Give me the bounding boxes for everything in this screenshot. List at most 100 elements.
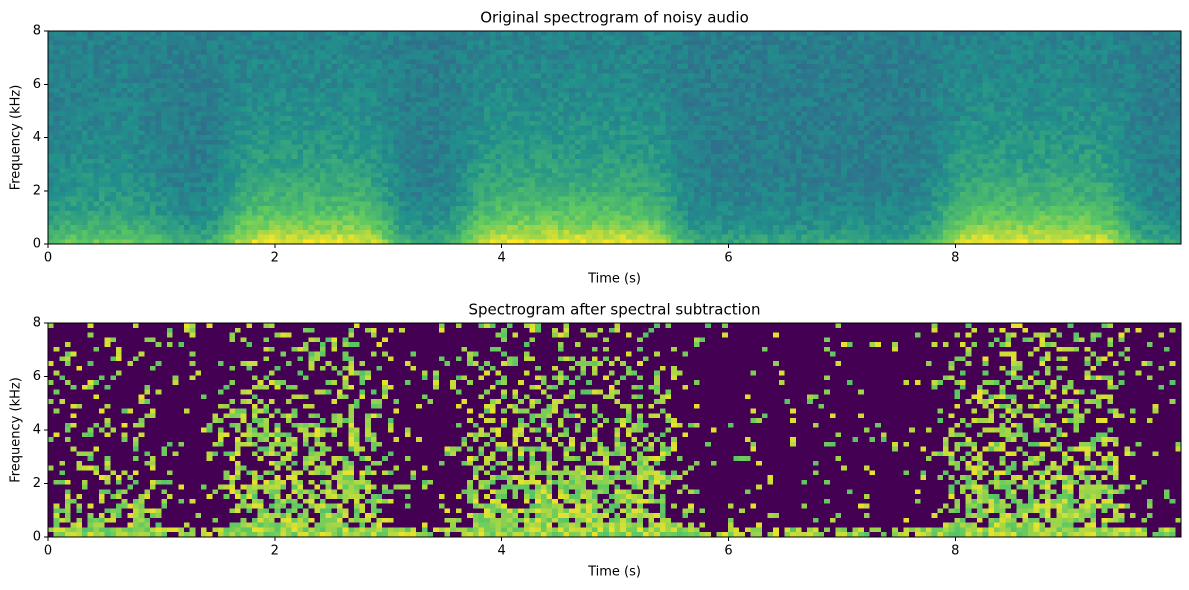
spectrogram-cell (309, 59, 315, 64)
spectrogram-cell (320, 197, 326, 202)
spectrogram-cell (320, 78, 326, 83)
spectrogram-cell (122, 55, 128, 60)
spectrogram-cell (173, 159, 179, 164)
spectrogram-cell (54, 220, 60, 225)
spectrogram-cell (462, 216, 468, 221)
spectrogram-cell (139, 55, 145, 60)
spectrogram-cell (411, 74, 417, 79)
spectrogram-cell (598, 149, 604, 154)
spectrogram-cell (479, 111, 485, 116)
spectrogram-cell (501, 187, 507, 192)
spectrogram-cell (122, 88, 128, 93)
spectrogram-cell (207, 206, 213, 211)
spectrogram-cell (592, 211, 598, 216)
spectrogram-cell (286, 83, 292, 88)
spectrogram-cell (422, 64, 428, 69)
spectrogram-cell (241, 93, 247, 98)
spectrogram-cell (65, 135, 71, 140)
spectrogram-cell (603, 211, 609, 216)
spectrogram-cell (93, 50, 99, 55)
spectrogram-cell (252, 130, 258, 135)
spectrogram-cell (456, 135, 462, 140)
spectrogram-cell (462, 225, 468, 230)
spectrogram-cell (76, 116, 82, 121)
spectrogram-cell (450, 206, 456, 211)
spectrogram-cell (297, 121, 303, 126)
spectrogram-cell (320, 97, 326, 102)
spectrogram-cell (178, 154, 184, 159)
spectrogram-cell (297, 97, 303, 102)
spectrogram-cell (326, 230, 332, 235)
spectrogram-cell (195, 173, 201, 178)
spectrogram-cell (547, 130, 553, 135)
spectrogram-cell (671, 201, 677, 206)
spectrogram-cell (581, 55, 587, 60)
spectrogram-cell (337, 187, 343, 192)
spectrogram-cell (507, 40, 513, 45)
spectrogram-cell (292, 36, 298, 41)
spectrogram-cell (632, 102, 638, 107)
spectrogram-cell (286, 45, 292, 50)
spectrogram-cell (207, 40, 213, 45)
spectrogram-cell (139, 159, 145, 164)
spectrogram-cell (603, 121, 609, 126)
spectrogram-cell (371, 159, 377, 164)
spectrogram-cell (82, 235, 88, 240)
spectrogram-cell (235, 206, 241, 211)
spectrogram-cell (292, 83, 298, 88)
spectrogram-cell (428, 126, 434, 131)
spectrogram-cell (275, 83, 281, 88)
spectrogram-cell (93, 187, 99, 192)
spectrogram-cell (212, 74, 218, 79)
spectrogram-cell (54, 235, 60, 240)
spectrogram-cell (643, 135, 649, 140)
spectrogram-cell (161, 135, 167, 140)
spectrogram-cell (286, 126, 292, 131)
spectrogram-cell (88, 206, 94, 211)
spectrogram-cell (394, 83, 400, 88)
spectrogram-cell (184, 50, 190, 55)
spectrogram-cell (235, 149, 241, 154)
spectrogram-cell (241, 130, 247, 135)
spectrogram-cell (235, 107, 241, 112)
spectrogram-cell (178, 159, 184, 164)
spectrogram-cell (371, 173, 377, 178)
spectrogram-cell (518, 178, 524, 183)
spectrogram-cell (275, 102, 281, 107)
spectrogram-cell (530, 140, 536, 145)
spectrogram-cell (161, 159, 167, 164)
spectrogram-cell (218, 64, 224, 69)
spectrogram-cell (586, 192, 592, 197)
spectrogram-cell (626, 64, 632, 69)
spectrogram-cell (235, 192, 241, 197)
spectrogram-cell (473, 235, 479, 240)
spectrogram-cell (456, 149, 462, 154)
spectrogram-cell (54, 182, 60, 187)
spectrogram-cell (190, 83, 196, 88)
spectrogram-cell (178, 206, 184, 211)
spectrogram-cell (99, 230, 105, 235)
spectrogram-cell (292, 111, 298, 116)
spectrogram-cell (127, 140, 133, 145)
spectrogram-cell (535, 149, 541, 154)
spectrogram-cell (280, 230, 286, 235)
spectrogram-cell (569, 121, 575, 126)
spectrogram-cell (218, 36, 224, 41)
spectrogram-cell (292, 88, 298, 93)
spectrogram-cell (99, 36, 105, 41)
spectrogram-cell (388, 88, 394, 93)
spectrogram-cell (269, 149, 275, 154)
spectrogram-cell (394, 102, 400, 107)
spectrogram-cell (609, 192, 615, 197)
spectrogram-cell (275, 220, 281, 225)
spectrogram-cell (467, 145, 473, 150)
spectrogram-cell (547, 69, 553, 74)
spectrogram-cell (609, 78, 615, 83)
spectrogram-cell (48, 154, 54, 159)
spectrogram-cell (48, 197, 54, 202)
spectrogram-cell (184, 168, 190, 173)
spectrogram-cell (314, 187, 320, 192)
spectrogram-cell (201, 197, 207, 202)
spectrogram-cell (433, 173, 439, 178)
spectrogram-cell (218, 88, 224, 93)
